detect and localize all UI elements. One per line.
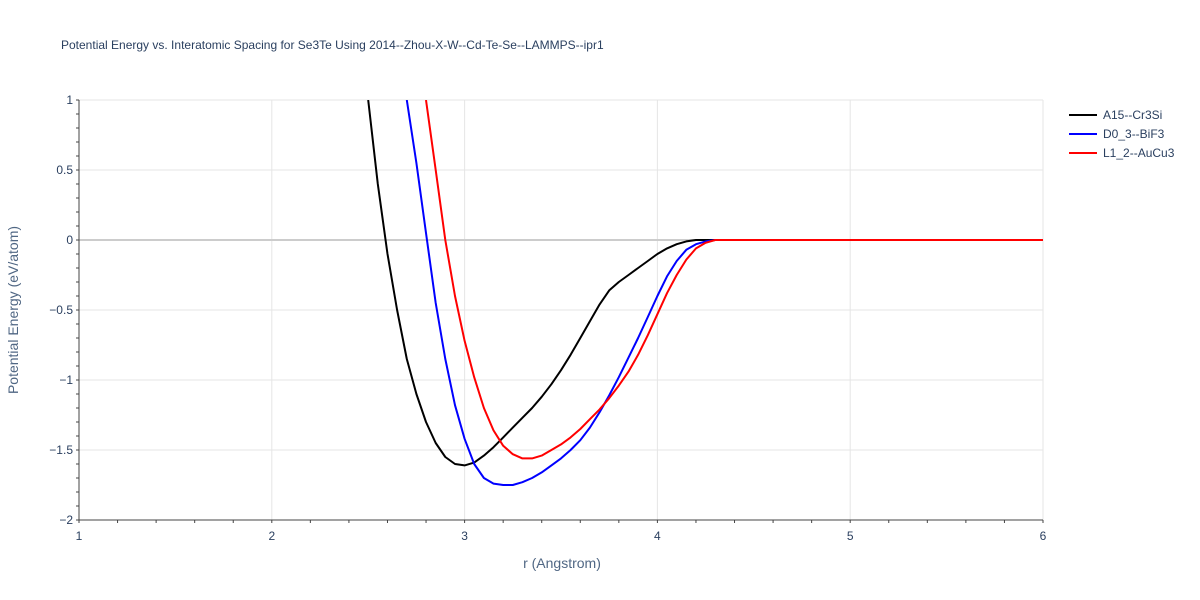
y-axis-title: Potential Energy (eV/atom) xyxy=(5,226,21,394)
legend-label[interactable]: A15--Cr3Si xyxy=(1103,108,1162,122)
y-tick-label: 0.5 xyxy=(56,163,73,177)
x-tick-label: 1 xyxy=(76,529,83,543)
legend-label[interactable]: L1_2--AuCu3 xyxy=(1103,146,1175,160)
x-axis-title: r (Angstrom) xyxy=(523,555,601,571)
x-tick-label: 6 xyxy=(1040,529,1047,543)
x-tick-label: 3 xyxy=(461,529,468,543)
series-line-d0-3-bif3[interactable] xyxy=(405,100,1043,486)
series-line-l1-2-aucu3[interactable] xyxy=(425,100,1043,460)
y-tick-label: 0 xyxy=(66,233,73,247)
y-tick-label: −1 xyxy=(59,373,73,387)
y-tick-label: −0.5 xyxy=(49,303,73,317)
x-tick-label: 2 xyxy=(268,529,275,543)
x-tick-label: 4 xyxy=(654,529,661,543)
series-layer xyxy=(367,100,1043,486)
legend: A15--Cr3Si D0_3--BiF3 L1_2--AuCu3 xyxy=(1069,108,1175,160)
series-line-a15-cr3si[interactable] xyxy=(367,100,1043,467)
y-tick-label: 1 xyxy=(66,93,73,107)
legend-label[interactable]: D0_3--BiF3 xyxy=(1103,127,1165,141)
grid-layer xyxy=(79,99,1044,520)
axis-layer: 1 2 3 4 5 6 −2 −1.5 −1 −0.5 0 0.5 1 xyxy=(49,93,1046,543)
y-tick-label: −2 xyxy=(59,513,73,527)
x-tick-label: 5 xyxy=(847,529,854,543)
chart-title: Potential Energy vs. Interatomic Spacing… xyxy=(61,38,604,52)
y-tick-label: −1.5 xyxy=(49,443,73,457)
